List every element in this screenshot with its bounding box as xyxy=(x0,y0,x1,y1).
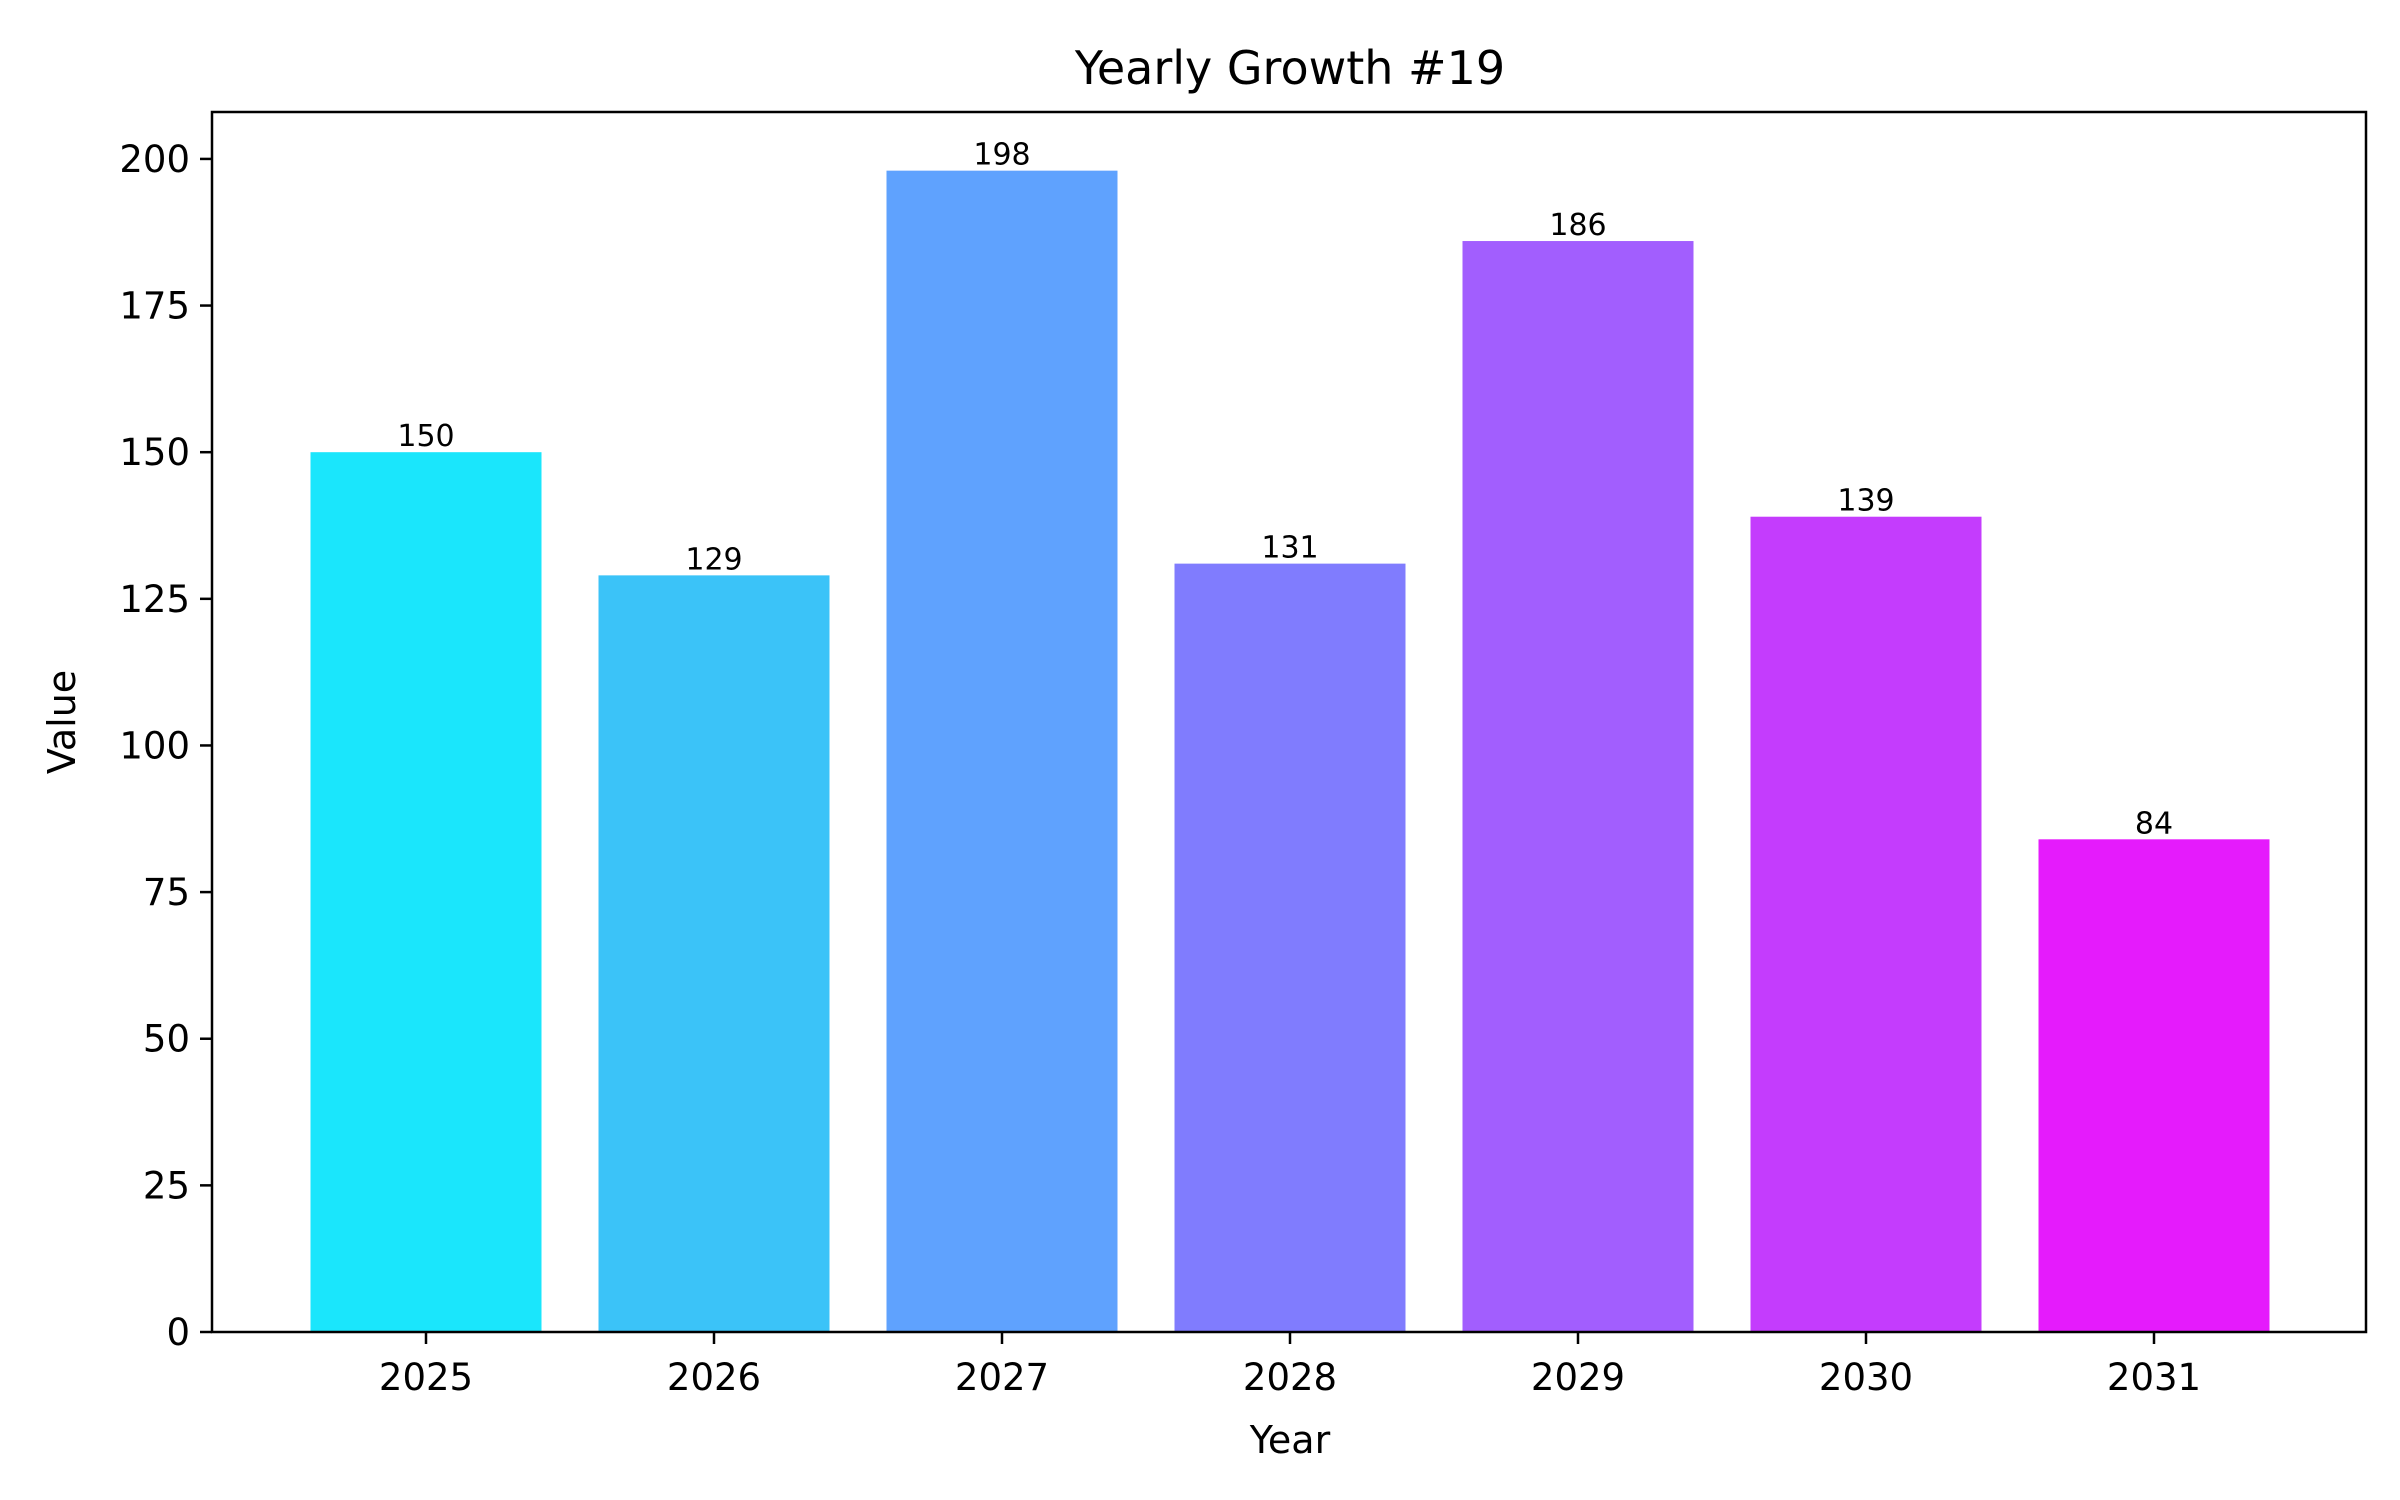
bar-labels-layer: 150 129 198 131 186 139 84 xyxy=(397,138,2173,842)
chart-title: Yearly Growth #19 xyxy=(1074,41,1505,95)
bar-2031 xyxy=(2038,839,2270,1332)
data-label-2027: 198 xyxy=(973,138,1030,173)
y-tick-label: 150 xyxy=(119,431,190,474)
plot-frame xyxy=(210,110,2368,1334)
y-tick-label: 50 xyxy=(143,1018,190,1061)
x-tick-label: 2031 xyxy=(2107,1356,2201,1399)
y-tick-label: 200 xyxy=(119,138,190,181)
y-tick-label: 25 xyxy=(143,1164,190,1207)
y-axis: 0 25 50 75 100 125 150 175 200 xyxy=(119,138,212,1354)
x-tick-label: 2030 xyxy=(1819,1356,1913,1399)
bar-2025 xyxy=(310,452,542,1332)
y-tick-label: 75 xyxy=(143,871,190,914)
x-tick-label: 2028 xyxy=(1243,1356,1337,1399)
bar-2026 xyxy=(598,575,830,1332)
x-axis-label: Year xyxy=(1249,1418,1331,1462)
bar-2028 xyxy=(1174,563,1406,1332)
y-tick-label: 100 xyxy=(119,724,190,767)
data-label-2028: 131 xyxy=(1261,531,1318,566)
x-tick-label: 2025 xyxy=(379,1356,473,1399)
x-tick-label: 2027 xyxy=(955,1356,1049,1399)
data-label-2030: 139 xyxy=(1837,484,1894,519)
data-label-2025: 150 xyxy=(397,419,454,454)
bar-2027 xyxy=(886,170,1118,1333)
data-label-2029: 186 xyxy=(1549,208,1606,243)
data-label-2026: 129 xyxy=(685,542,742,577)
y-axis-label: Value xyxy=(40,670,84,774)
x-tick-label: 2026 xyxy=(667,1356,761,1399)
data-label-2031: 84 xyxy=(2135,806,2173,841)
bars-layer xyxy=(310,170,2270,1333)
bar-2029 xyxy=(1462,241,1694,1333)
x-axis: 2025 2026 2027 2028 2029 2030 2031 xyxy=(379,1332,2201,1399)
y-tick-label: 0 xyxy=(166,1311,190,1354)
y-tick-label: 175 xyxy=(119,285,190,328)
y-tick-label: 125 xyxy=(119,578,190,621)
bar-2030 xyxy=(1750,516,1982,1332)
x-tick-label: 2029 xyxy=(1531,1356,1625,1399)
